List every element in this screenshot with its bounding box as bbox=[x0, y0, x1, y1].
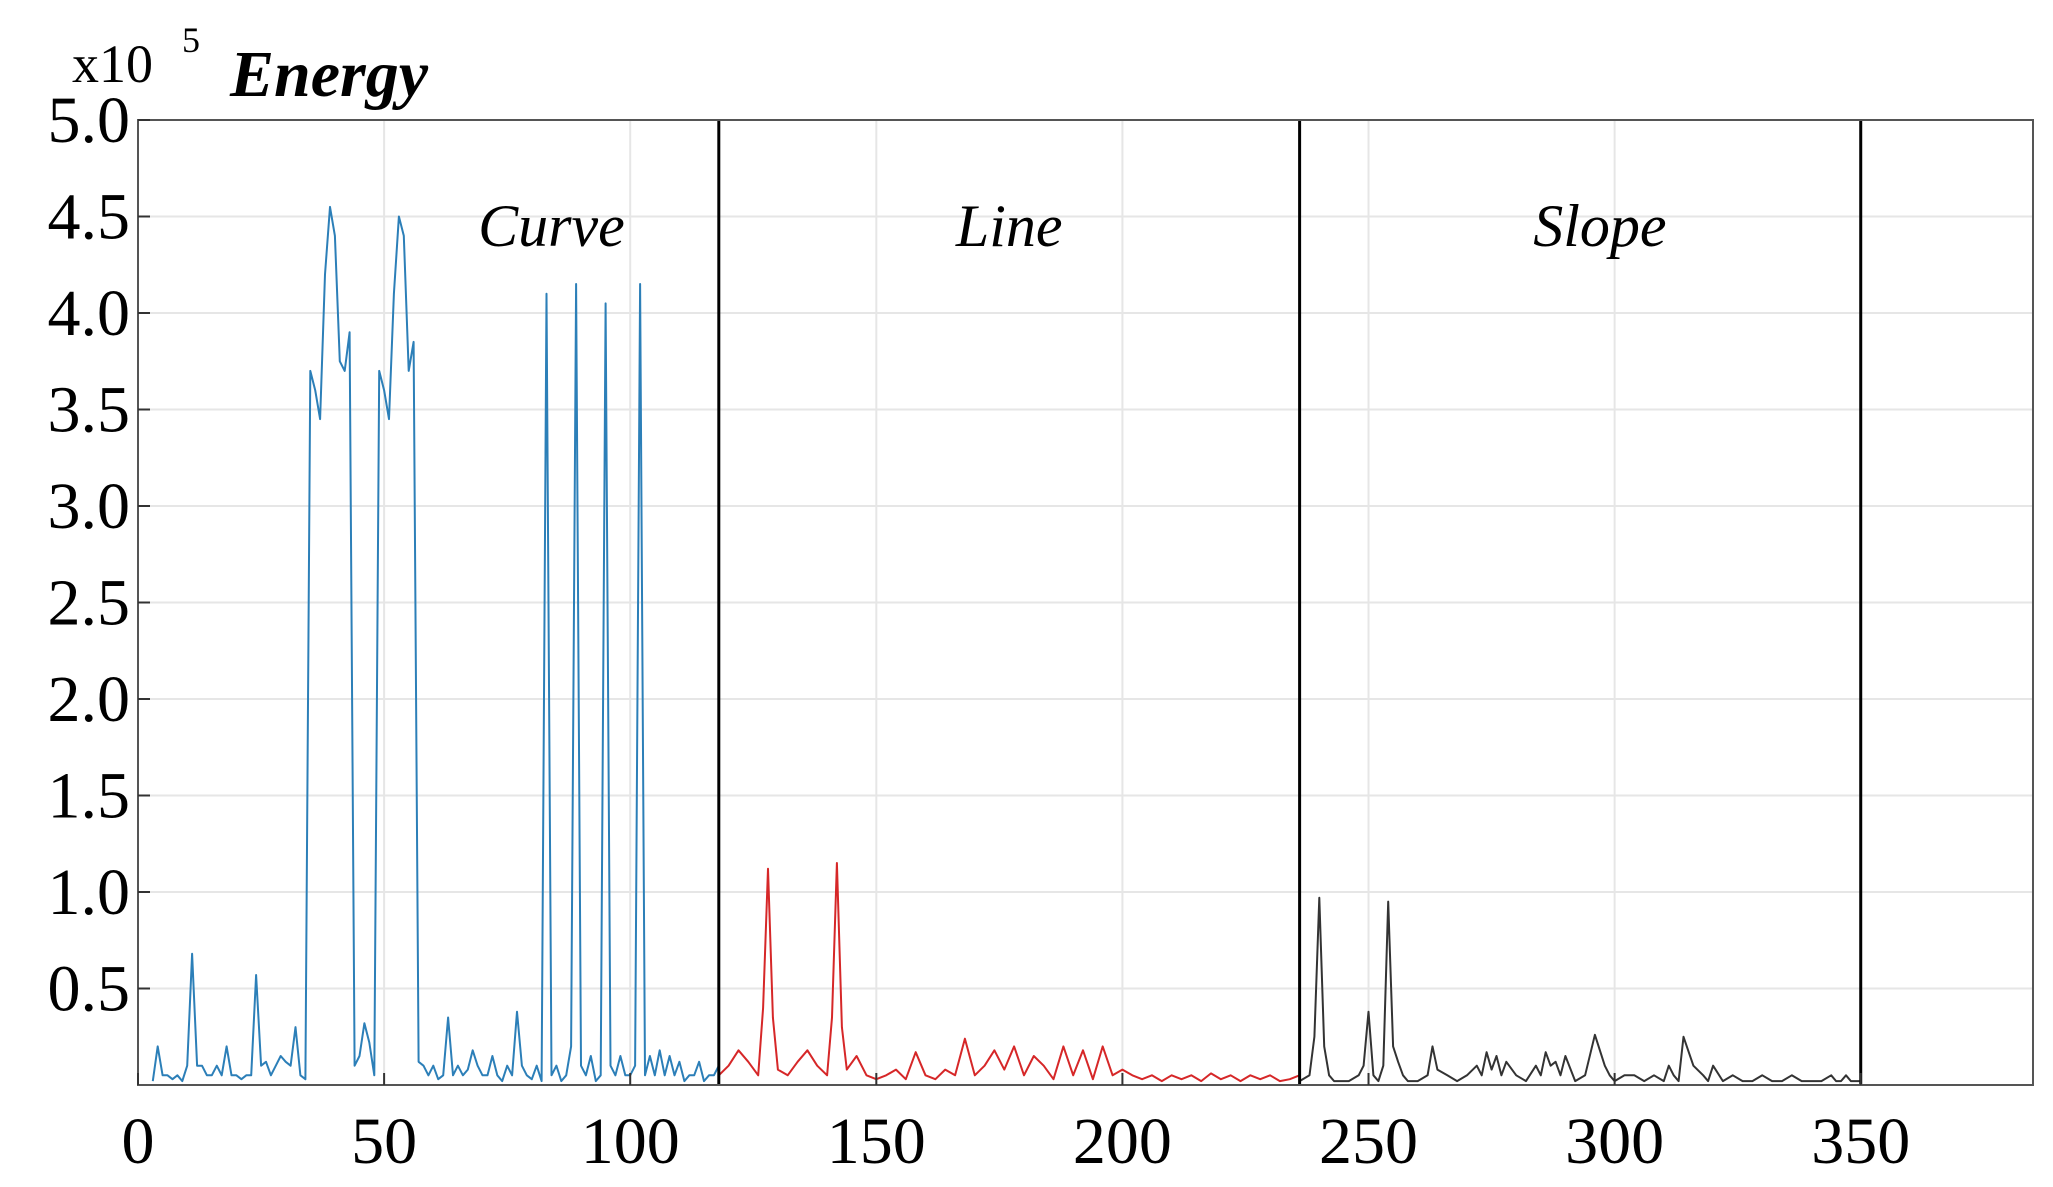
series-line-2 bbox=[718, 862, 1300, 1083]
x-tick-label: 200 bbox=[1073, 1105, 1172, 1178]
region-label: Line bbox=[955, 193, 1063, 259]
x-tick-label: 300 bbox=[1565, 1105, 1664, 1178]
y-tick-label: 1.5 bbox=[48, 760, 131, 833]
series-line-3 bbox=[1299, 896, 1861, 1083]
y-multiplier-exponent: 5 bbox=[182, 20, 200, 60]
y-tick-label: 3.0 bbox=[48, 470, 131, 543]
y-tick-label: 3.5 bbox=[48, 374, 131, 447]
x-tick-label: 50 bbox=[351, 1105, 417, 1178]
grid bbox=[138, 119, 2033, 1085]
x-tick-label: 350 bbox=[1811, 1105, 1910, 1178]
y-tick-label: 1.0 bbox=[48, 856, 131, 929]
y-tick-label: 2.5 bbox=[48, 567, 131, 640]
y-tick-label: 2.0 bbox=[48, 663, 131, 736]
y-tick-label: 5.0 bbox=[48, 84, 131, 157]
x-tick-label: 150 bbox=[827, 1105, 926, 1178]
x-tick-label: 250 bbox=[1319, 1105, 1418, 1178]
y-tick-label: 4.0 bbox=[48, 277, 131, 350]
y-multiplier-base: x10 bbox=[72, 34, 153, 94]
y-tick-label: 4.5 bbox=[48, 181, 131, 254]
labels: x10 5 Energy Curve Line Slope bbox=[72, 20, 1667, 259]
region-label: Curve bbox=[478, 193, 625, 259]
x-tick-label: 100 bbox=[581, 1105, 680, 1178]
series-group bbox=[151, 205, 1861, 1083]
region-dividers bbox=[717, 120, 1863, 1085]
y-tick-label: 0.5 bbox=[48, 953, 131, 1026]
series-line-1 bbox=[151, 205, 720, 1083]
region-label: Slope bbox=[1533, 193, 1666, 259]
y-axis-label: Energy bbox=[229, 38, 429, 111]
x-tick-label: 0 bbox=[122, 1105, 155, 1178]
axes: 0 50 100 150 200 250 300 350 0.5 1.0 1.5 2.0 2.5 3.0 3… bbox=[48, 84, 2034, 1178]
